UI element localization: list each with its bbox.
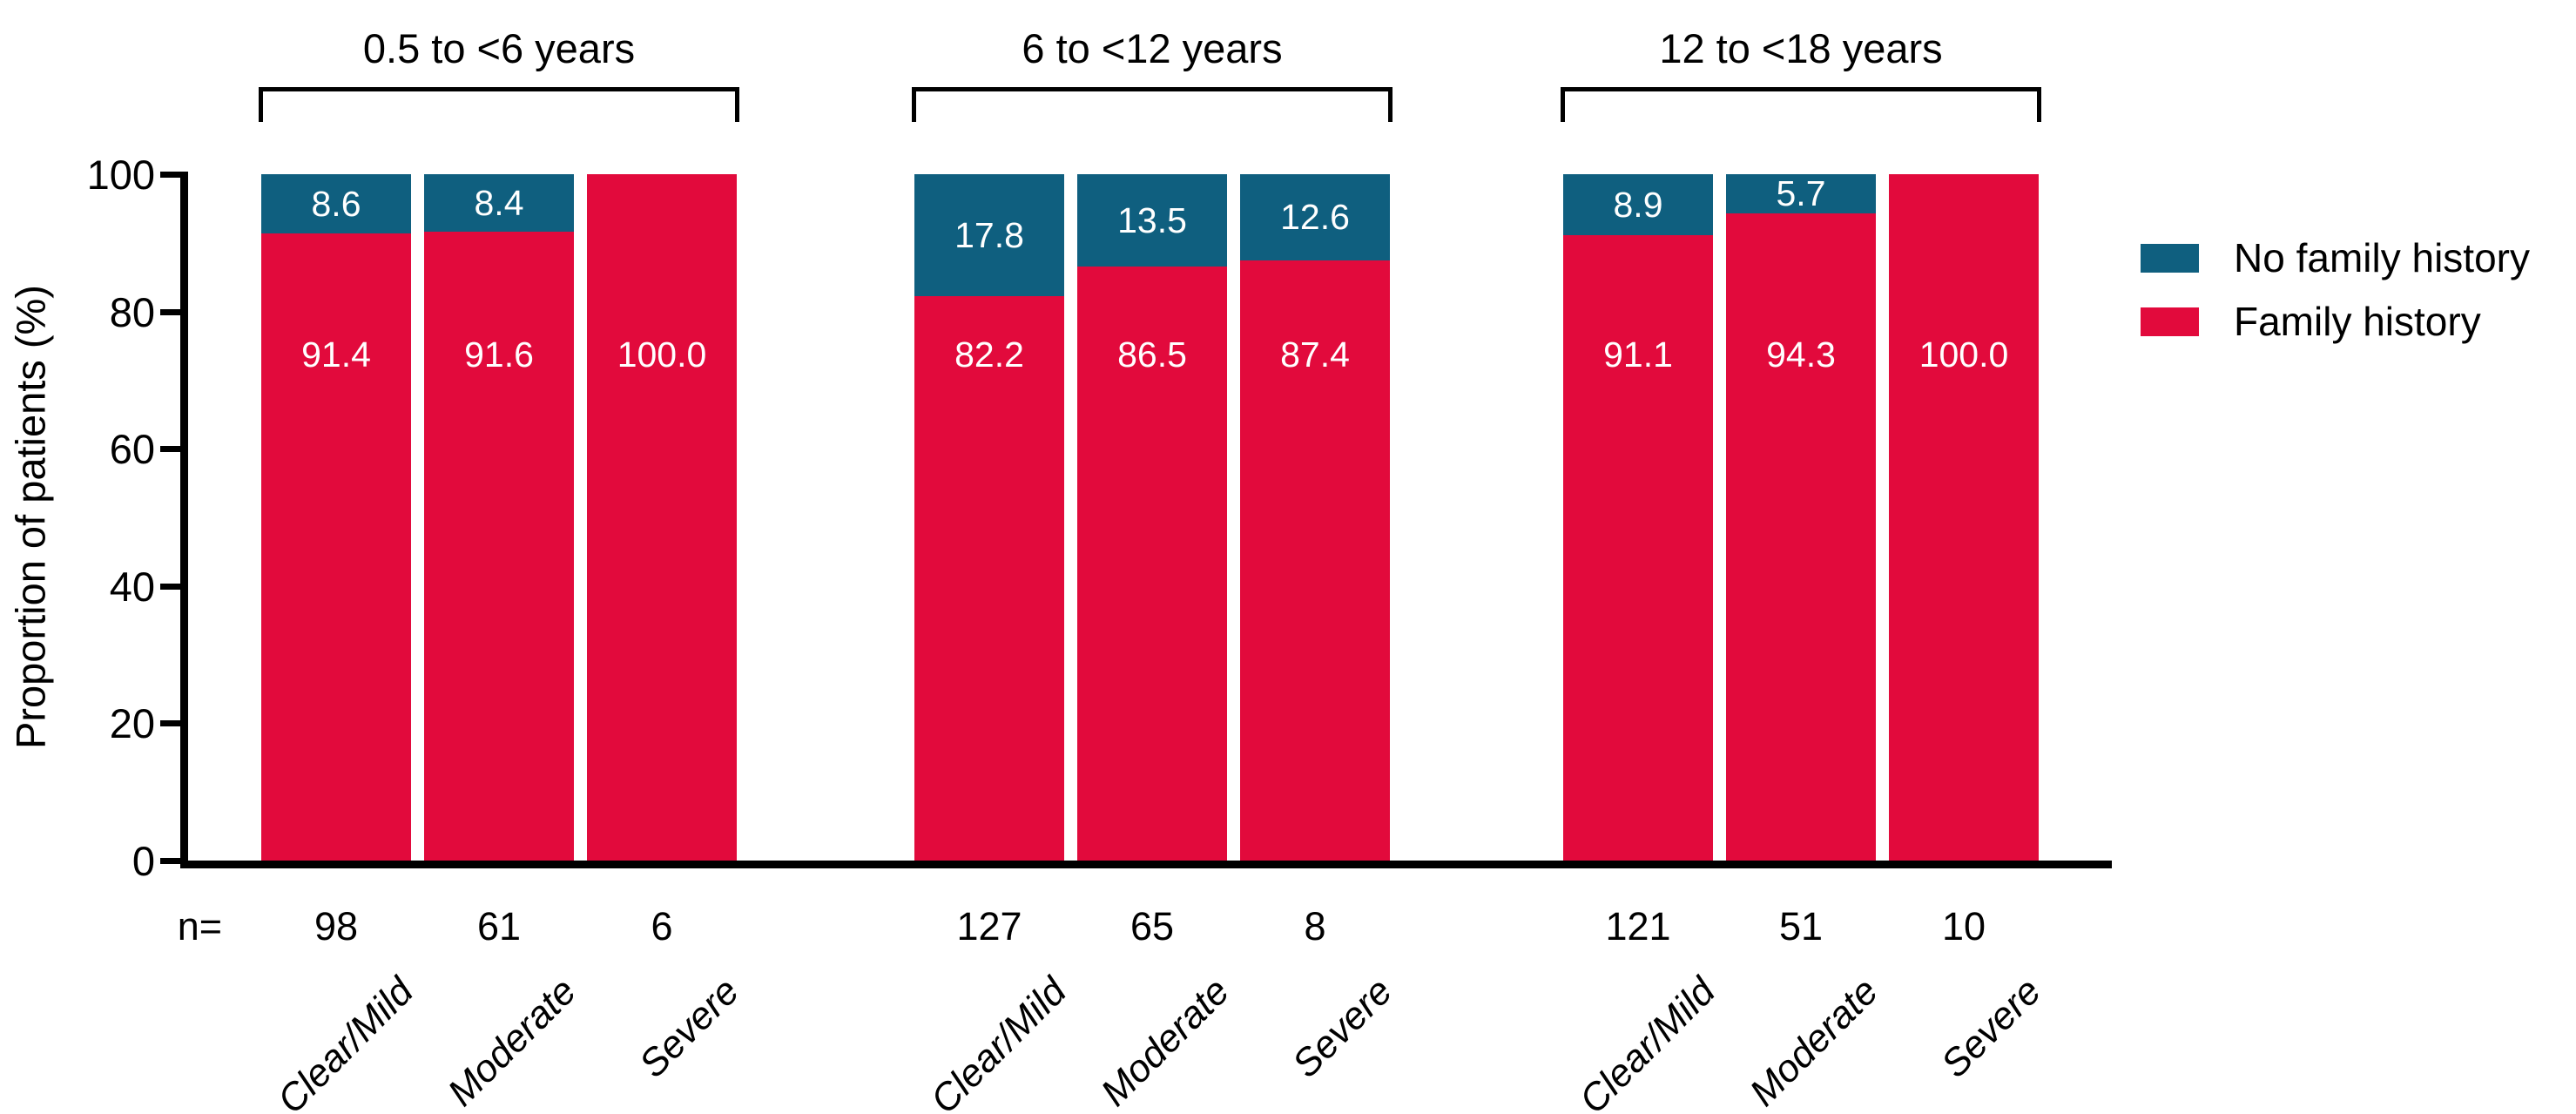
- group-bracket: [1561, 87, 2041, 91]
- bar-value-label-family-history: 82.2: [954, 334, 1024, 375]
- group-bracket-left-tick: [1561, 87, 1565, 122]
- bar-value-label-family-history: 100.0: [1919, 334, 2009, 375]
- stacked-bar: 5.7 94.3: [1726, 173, 1876, 861]
- segment-family-history: [1563, 235, 1713, 861]
- n-value: 127: [956, 904, 1022, 949]
- stacked-bar: 8.6 91.4: [261, 174, 411, 861]
- group-bracket-right-tick: [735, 87, 739, 122]
- bar-value-label-family-history: 87.4: [1280, 334, 1350, 375]
- stacked-bar: 8.4 91.6: [424, 174, 574, 861]
- group-bracket: [912, 87, 1393, 91]
- legend-swatch-no-family-history: [2141, 243, 2199, 273]
- n-value: 121: [1605, 904, 1671, 949]
- stacked-bar: 17.8 82.2: [914, 174, 1064, 861]
- bar-value-label-family-history: 91.6: [464, 334, 534, 375]
- segment-family-history: [424, 232, 574, 861]
- group-bracket-right-tick: [2037, 87, 2041, 122]
- segment-family-history: [1726, 213, 1876, 861]
- stacked-bar: 100.0: [587, 174, 737, 861]
- segment-no-family-history: 13.5: [1077, 174, 1227, 267]
- y-axis-line: [180, 172, 188, 868]
- n-value: 6: [651, 904, 673, 949]
- group-bracket: [259, 87, 739, 91]
- segment-family-history: [914, 296, 1064, 861]
- bar-value-label-no-family-history: 12.6: [1280, 197, 1350, 237]
- segment-no-family-history: 5.7: [1726, 173, 1876, 213]
- x-category-label: Clear/Mild: [1571, 969, 1724, 1114]
- n-value: 98: [314, 904, 359, 949]
- group-title: 12 to <18 years: [1659, 25, 1943, 71]
- legend-swatch-family-history: [2141, 307, 2199, 336]
- segment-family-history: [1077, 267, 1227, 861]
- y-tick-label: 60: [109, 426, 155, 473]
- x-category-label: Clear/Mild: [269, 969, 422, 1114]
- y-tick-label: 80: [109, 288, 155, 335]
- bar-value-label-family-history: 86.5: [1117, 334, 1187, 375]
- n-value: 10: [1941, 904, 1986, 949]
- n-prefix-label: n=: [177, 904, 222, 949]
- stacked-bar: 12.6 87.4: [1240, 174, 1390, 861]
- segment-no-family-history: 8.4: [424, 174, 574, 232]
- y-tick: [160, 308, 180, 315]
- legend-label: No family history: [2234, 235, 2530, 280]
- legend-label: Family history: [2234, 299, 2481, 344]
- y-tick: [160, 858, 180, 864]
- bar-value-label-no-family-history: 5.7: [1776, 173, 1826, 213]
- x-category-label: Clear/Mild: [922, 969, 1076, 1114]
- group-title: 6 to <12 years: [1022, 25, 1283, 71]
- segment-family-history: [261, 233, 411, 861]
- stacked-bar: 13.5 86.5: [1077, 174, 1227, 861]
- group-bracket-left-tick: [259, 87, 263, 122]
- segment-family-history: [1889, 174, 2039, 861]
- x-axis-line: [180, 861, 2112, 868]
- n-value: 61: [476, 904, 522, 949]
- y-tick-label: 20: [109, 700, 155, 747]
- group-bracket-right-tick: [1388, 87, 1393, 122]
- bar-value-label-no-family-history: 8.9: [1613, 184, 1663, 225]
- group-title: 0.5 to <6 years: [362, 25, 636, 71]
- y-tick: [160, 583, 180, 590]
- legend-item: No family history: [2141, 237, 2530, 279]
- bar-value-label-family-history: 100.0: [617, 334, 707, 375]
- segment-no-family-history: 8.9: [1563, 174, 1713, 235]
- bar-value-label-no-family-history: 17.8: [954, 214, 1024, 255]
- y-tick: [160, 720, 180, 727]
- bar-value-label-family-history: 91.4: [301, 334, 371, 375]
- y-tick: [160, 172, 180, 178]
- bar-value-label-no-family-history: 8.6: [311, 183, 361, 224]
- bar-value-label-family-history: 94.3: [1766, 334, 1836, 375]
- segment-no-family-history: 8.6: [261, 174, 411, 233]
- n-value: 51: [1778, 904, 1824, 949]
- stacked-bar: 100.0: [1889, 174, 2039, 861]
- y-tick-label: 40: [109, 563, 155, 610]
- bar-value-label-no-family-history: 8.4: [474, 182, 524, 223]
- bar-value-label-no-family-history: 13.5: [1117, 199, 1187, 240]
- stacked-bar: 8.9 91.1: [1563, 174, 1713, 861]
- n-value: 8: [1304, 904, 1326, 949]
- segment-no-family-history: 17.8: [914, 174, 1064, 296]
- segment-family-history: [1240, 260, 1390, 861]
- y-tick-label: 0: [131, 838, 155, 884]
- segment-family-history: [587, 174, 737, 861]
- legend-item: Family history: [2141, 300, 2481, 342]
- bar-value-label-family-history: 91.1: [1603, 334, 1673, 375]
- n-value: 65: [1130, 904, 1175, 949]
- y-tick: [160, 446, 180, 453]
- group-bracket-left-tick: [912, 87, 916, 122]
- y-tick-label: 100: [86, 152, 155, 198]
- segment-no-family-history: 12.6: [1240, 174, 1390, 260]
